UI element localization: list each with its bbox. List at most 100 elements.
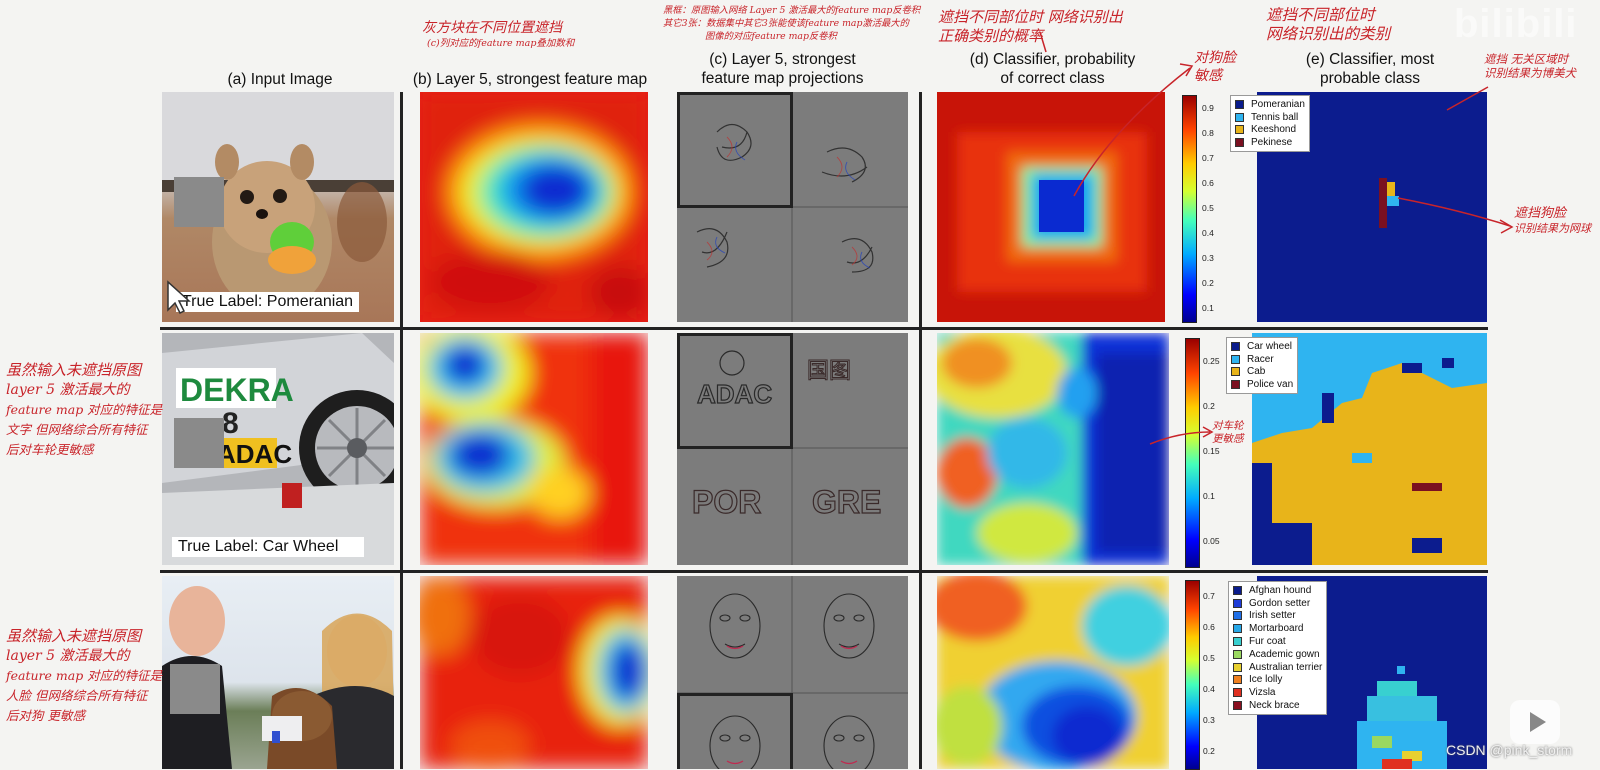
adac-text: ADAC bbox=[217, 439, 292, 469]
separator-row2-row3 bbox=[160, 570, 1488, 573]
legend-swatch bbox=[1233, 611, 1242, 621]
colorbar-tick-label: 0.3 bbox=[1202, 253, 1214, 264]
strongest-projection-box bbox=[677, 333, 793, 449]
heatmap-layer5-row2 bbox=[420, 333, 648, 565]
colorbar-row3 bbox=[1185, 580, 1200, 770]
legend-swatch bbox=[1233, 662, 1242, 672]
colorbar-tick-label: 0.8 bbox=[1202, 127, 1214, 138]
legend-label: Fur coat bbox=[1249, 636, 1286, 648]
legend-swatch bbox=[1231, 380, 1240, 390]
legend-label: Mortarboard bbox=[1249, 623, 1304, 635]
legend-item: Australian terrier bbox=[1233, 661, 1322, 674]
legend-swatch bbox=[1233, 688, 1242, 698]
dekra-text: DEKRA bbox=[180, 372, 294, 408]
legend-swatch bbox=[1233, 585, 1242, 595]
colorbar-tick-label: 0.6 bbox=[1202, 177, 1214, 188]
separator-c-d bbox=[919, 92, 922, 769]
bilibili-watermark: bilibili bbox=[1454, 2, 1578, 46]
annotation-left-row3: 虽然输入未遮挡原图 layer 5 激活最大的 feature map 对应的特… bbox=[6, 627, 163, 723]
title-input-image: (a) Input Image bbox=[227, 71, 333, 88]
legend-item: Academic gown bbox=[1233, 648, 1322, 661]
legend-swatch bbox=[1233, 649, 1242, 659]
colorbar-tick-label: 0.2 bbox=[1202, 278, 1214, 289]
true-label-pomeranian: True Label: Pomeranian bbox=[176, 292, 360, 312]
projections-row1 bbox=[677, 92, 908, 322]
legend-item: Afghan hound bbox=[1233, 584, 1322, 597]
colorbar-tick-label: 0.2 bbox=[1203, 745, 1215, 756]
legend-item: Pekinese bbox=[1235, 136, 1305, 149]
car-number-text: 8 bbox=[222, 407, 239, 440]
csdn-watermark: CSDN @pink_storm bbox=[1446, 742, 1573, 758]
legend-swatch bbox=[1235, 99, 1244, 109]
legend-swatch bbox=[1233, 701, 1242, 711]
annotation-wheel: 对车轮 更敏感 bbox=[1212, 420, 1244, 446]
colorbar-tick-label: 0.1 bbox=[1202, 303, 1214, 314]
annotation-dog-face: 对狗脸 敏感 bbox=[1194, 50, 1236, 84]
legend-swatch bbox=[1231, 341, 1240, 351]
annotation-occlusion: 灰方块在不同位置遮挡 (c)列对应的feature map叠加数和 bbox=[422, 20, 575, 49]
legend-item: Gordon setter bbox=[1233, 597, 1322, 610]
legend-label: Keeshond bbox=[1251, 124, 1297, 136]
legend-item: Keeshond bbox=[1235, 124, 1305, 137]
legend-item: Police van bbox=[1231, 378, 1293, 391]
occluder-square bbox=[170, 664, 220, 714]
legend-item: Tennis ball bbox=[1235, 111, 1305, 124]
heatmap-layer5-row1 bbox=[420, 92, 648, 322]
title-layer5-feature-map: (b) Layer 5, strongest feature map bbox=[412, 71, 648, 88]
legend-swatch bbox=[1235, 138, 1244, 148]
annotation-most-probable: 遮挡不同部位时 网络识别出的类别 bbox=[1266, 6, 1391, 44]
colorbar-tick-label: 0.4 bbox=[1203, 683, 1215, 694]
legend-label: Irish setter bbox=[1249, 610, 1296, 622]
legend-swatch bbox=[1233, 637, 1242, 647]
colorbar-tick-label: 0.9 bbox=[1202, 102, 1214, 113]
legend-item: Irish setter bbox=[1233, 610, 1322, 623]
occluder-square bbox=[174, 177, 224, 227]
colorbar-tick-label: 0.5 bbox=[1203, 652, 1215, 663]
title-prob-correct: (d) Classifier, probability of correct cl… bbox=[969, 51, 1136, 87]
svg-text:POR: POR bbox=[692, 484, 761, 520]
projections-row2: ADAC 国图 POR GRE bbox=[677, 333, 908, 565]
prob-heatmap-row3 bbox=[937, 576, 1169, 769]
legend-label: Academic gown bbox=[1249, 648, 1320, 660]
input-image-people-dog bbox=[162, 576, 394, 769]
legend-label: Pekinese bbox=[1251, 137, 1293, 149]
legend-label: Ice lolly bbox=[1249, 674, 1283, 686]
annotation-irrelevant-occlusion: 遮挡 无关区域时 识别结果为博美犬 bbox=[1484, 52, 1576, 81]
legend-swatch bbox=[1235, 112, 1244, 122]
title-projections: (c) Layer 5, strongest feature map projec… bbox=[701, 51, 864, 87]
legend-swatch bbox=[1231, 367, 1240, 377]
prob-heatmap-row2 bbox=[937, 333, 1169, 565]
legend-item: Vizsla bbox=[1233, 686, 1322, 699]
colorbar-tick-label: 0.7 bbox=[1203, 590, 1215, 601]
legend-item: Neck brace bbox=[1233, 699, 1322, 712]
legend-label: Gordon setter bbox=[1249, 597, 1311, 609]
legend-swatch bbox=[1233, 598, 1242, 608]
legend-label: Afghan hound bbox=[1249, 584, 1312, 596]
play-button[interactable] bbox=[1510, 700, 1560, 744]
colorbar-row1 bbox=[1182, 95, 1197, 323]
legend-label: Tennis ball bbox=[1251, 111, 1299, 123]
annotation-projections: 黑框：原图输入网络 Layer 5 激活最大的feature map反卷积 其它… bbox=[663, 5, 921, 42]
legend-label: Police van bbox=[1247, 379, 1294, 391]
legend-row3: Afghan hound Gordon setter Irish setter Mor… bbox=[1228, 581, 1328, 715]
colorbar-tick-label: 0.15 bbox=[1203, 446, 1220, 456]
legend-item: Pomeranian bbox=[1235, 98, 1305, 111]
colorbar-tick-label: 0.5 bbox=[1202, 203, 1214, 213]
colorbar-tick-label: 0.7 bbox=[1202, 152, 1214, 163]
colorbar-tick-label: 0.3 bbox=[1203, 714, 1215, 725]
colorbar-tick-label: 0.25 bbox=[1203, 355, 1220, 366]
projections-row3 bbox=[677, 576, 908, 769]
strongest-projection-box bbox=[677, 92, 793, 208]
play-icon bbox=[1530, 712, 1546, 732]
legend-label: Australian terrier bbox=[1249, 661, 1323, 673]
annotation-left-row2: 虽然输入未遮挡原图 layer 5 激活最大的 feature map 对应的特… bbox=[6, 361, 163, 457]
annotation-prob-correct: 遮挡不同部位时 网络识别出 正确类别的概率 bbox=[938, 8, 1123, 45]
colorbar-row2 bbox=[1185, 338, 1200, 568]
legend-row2: Car wheel Racer Cab Police van bbox=[1226, 337, 1299, 395]
legend-label: Pomeranian bbox=[1251, 98, 1305, 110]
legend-item: Mortarboard bbox=[1233, 622, 1322, 635]
legend-label: Car wheel bbox=[1247, 340, 1293, 352]
legend-item: Car wheel bbox=[1231, 340, 1293, 353]
legend-row1: Pomeranian Tennis ball Keeshond Pekinese bbox=[1230, 95, 1310, 153]
svg-text:国图: 国图 bbox=[807, 359, 851, 384]
